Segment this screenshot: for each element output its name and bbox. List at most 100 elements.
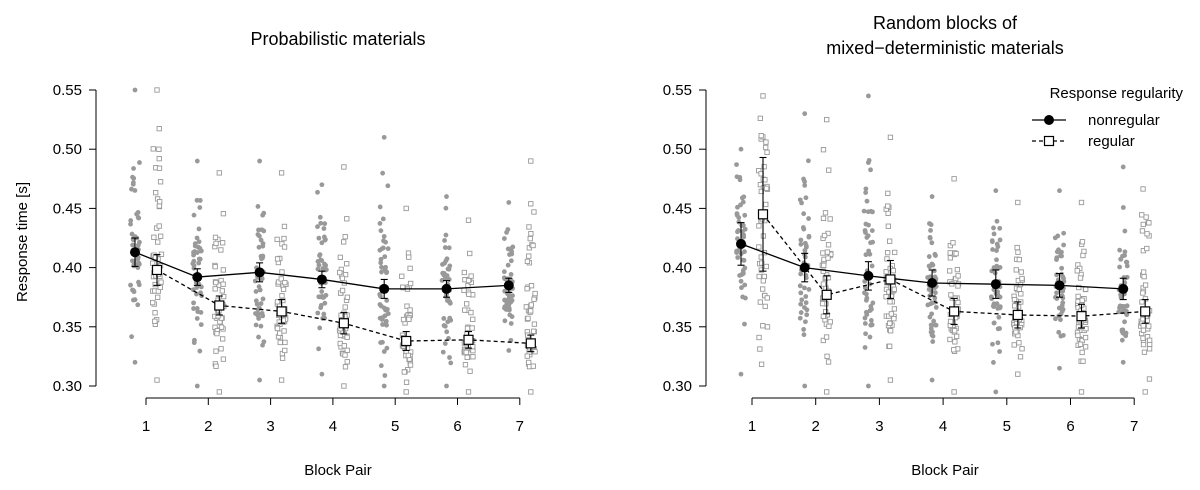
raw-point-regular <box>827 319 833 325</box>
raw-point-nonregular <box>932 251 938 257</box>
raw-point-regular <box>341 343 347 349</box>
raw-point-regular <box>341 383 347 389</box>
raw-point-nonregular <box>1124 303 1130 309</box>
raw-point-nonregular <box>1121 305 1126 311</box>
raw-point-nonregular <box>508 272 514 277</box>
raw-point-regular <box>156 126 162 132</box>
raw-point-regular <box>955 299 961 306</box>
raw-point-nonregular <box>931 318 937 324</box>
raw-point-nonregular <box>319 289 325 294</box>
raw-point-nonregular <box>321 311 327 317</box>
raw-point-nonregular <box>1058 317 1063 323</box>
raw-point-regular <box>951 389 957 395</box>
raw-point-nonregular <box>1117 264 1122 270</box>
y-tick-label: 0.35 <box>663 319 692 336</box>
y-tick-label: 0.55 <box>663 82 692 99</box>
raw-point-regular <box>462 307 468 313</box>
raw-point-regular <box>403 389 409 395</box>
raw-point-regular <box>526 253 532 259</box>
raw-point-nonregular <box>501 236 507 241</box>
x-axis-label: Block Pair <box>304 462 372 479</box>
raw-point-nonregular <box>258 237 264 243</box>
raw-point-regular <box>887 328 894 334</box>
raw-point-nonregular <box>384 269 390 275</box>
raw-point-nonregular <box>993 389 999 395</box>
raw-point-nonregular <box>257 287 263 293</box>
raw-point-nonregular <box>930 262 936 268</box>
raw-point-nonregular <box>1058 253 1063 259</box>
raw-point-nonregular <box>381 134 387 140</box>
raw-point-nonregular <box>192 241 198 247</box>
raw-point-nonregular <box>505 227 511 232</box>
raw-point-regular <box>406 254 412 260</box>
raw-point-nonregular <box>260 313 266 319</box>
y-tick-label: 0.30 <box>53 378 82 395</box>
raw-point-regular <box>279 293 285 299</box>
raw-point-nonregular <box>866 93 871 99</box>
legend-marker-nonregular <box>1044 115 1054 125</box>
raw-point-regular <box>1015 371 1021 377</box>
raw-point-regular <box>1146 220 1152 226</box>
mean-marker-regular <box>1012 309 1023 321</box>
raw-point-regular <box>213 348 219 354</box>
raw-point-regular <box>764 324 771 330</box>
raw-point-nonregular <box>385 183 391 189</box>
raw-point-nonregular <box>383 321 388 327</box>
mean-marker-nonregular <box>254 267 265 278</box>
mean-marker-regular <box>757 209 769 220</box>
x-tick-label: 6 <box>453 418 461 435</box>
raw-point-nonregular <box>802 383 808 389</box>
raw-point-regular <box>820 268 826 274</box>
raw-point-nonregular <box>739 272 745 278</box>
raw-point-nonregular <box>736 215 742 221</box>
raw-point-regular <box>150 299 156 306</box>
raw-point-nonregular <box>1120 164 1126 170</box>
raw-point-regular <box>530 328 537 334</box>
raw-point-regular <box>890 268 896 274</box>
raw-point-nonregular <box>739 285 744 291</box>
raw-point-nonregular <box>1060 300 1066 306</box>
raw-point-regular <box>891 286 897 292</box>
raw-point-regular <box>1077 275 1084 281</box>
mean-marker-nonregular <box>316 274 327 285</box>
mean-markers-group <box>130 237 536 353</box>
raw-point-regular <box>462 362 469 368</box>
raw-point-nonregular <box>741 194 747 200</box>
raw-point-nonregular <box>260 212 266 218</box>
raw-point-regular <box>824 389 830 395</box>
raw-point-regular <box>463 349 469 356</box>
raw-point-regular <box>821 232 828 239</box>
raw-point-nonregular <box>130 180 136 185</box>
raw-point-regular <box>1142 282 1149 288</box>
raw-point-regular <box>825 242 832 248</box>
raw-point-regular <box>885 250 891 256</box>
raw-point-regular <box>337 254 343 260</box>
x-tick-label: 6 <box>1066 418 1074 435</box>
raw-point-regular <box>891 306 898 312</box>
raw-point-regular <box>342 352 348 358</box>
raw-point-regular <box>531 209 537 215</box>
y-tick-label: 0.50 <box>663 141 692 158</box>
raw-point-nonregular <box>128 221 133 227</box>
raw-point-regular <box>761 273 767 280</box>
raw-point-nonregular <box>502 276 508 282</box>
raw-point-nonregular <box>804 312 810 318</box>
raw-point-nonregular <box>381 349 387 354</box>
raw-point-nonregular <box>316 262 322 268</box>
raw-point-regular <box>220 267 227 273</box>
raw-point-nonregular <box>256 244 262 250</box>
raw-point-regular <box>528 158 534 164</box>
raw-point-regular <box>1141 349 1148 355</box>
raw-point-nonregular <box>863 186 869 192</box>
raw-point-nonregular <box>990 303 996 309</box>
raw-point-nonregular <box>933 304 939 310</box>
raw-point-nonregular <box>197 198 203 203</box>
raw-point-regular <box>1018 291 1024 297</box>
raw-point-nonregular <box>1054 255 1060 261</box>
raw-point-regular <box>526 224 532 230</box>
raw-point-nonregular <box>191 300 196 306</box>
raw-point-regular <box>1016 286 1022 292</box>
raw-point-nonregular <box>990 247 995 252</box>
raw-point-regular <box>1079 349 1085 356</box>
raw-point-regular <box>820 215 827 222</box>
